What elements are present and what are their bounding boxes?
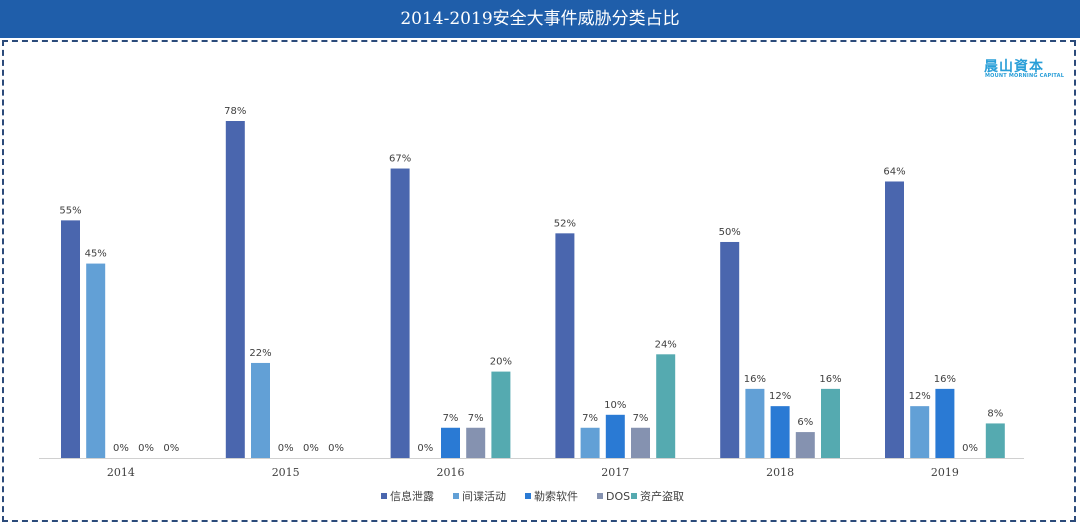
x-tick-label-2018: 2018: [766, 466, 794, 479]
data-label-2018-series-1: 16%: [744, 374, 766, 385]
bar-2018-series-4: [821, 388, 840, 458]
data-label-2014-series-2: 0%: [113, 443, 129, 454]
legend-swatch-0: [381, 493, 387, 499]
bar-2016-series-4: [491, 371, 511, 458]
data-label-2015-series-0: 78%: [224, 106, 246, 117]
bar-2014-series-1: [86, 263, 106, 458]
data-label-2019-series-2: 16%: [934, 374, 956, 385]
data-label-2019-series-1: 12%: [909, 391, 931, 402]
bar-2014-series-0: [61, 220, 80, 458]
data-label-2016-series-1: 0%: [417, 443, 433, 454]
bar-2017-series-0: [555, 233, 575, 458]
data-label-2016-series-2: 7%: [443, 413, 459, 424]
logo-subtitle: MOUNT MORNING CAPITAL: [985, 73, 1065, 79]
data-label-2019-series-4: 8%: [987, 408, 1003, 419]
x-tick-label-2016: 2016: [437, 466, 465, 479]
legend-label-4: 资产盗取: [640, 489, 684, 503]
data-label-2018-series-2: 12%: [769, 391, 791, 402]
data-label-2017-series-4: 24%: [655, 339, 677, 350]
legend-swatch-3: [597, 493, 603, 499]
data-label-2015-series-2: 0%: [278, 443, 294, 454]
legend-swatch-1: [453, 493, 459, 499]
logo-text: 晨山資本: [984, 59, 1044, 75]
x-tick-label-2014: 2014: [107, 466, 135, 479]
page-title: 2014-2019安全大事件威胁分类占比: [0, 0, 1080, 38]
data-label-2016-series-4: 20%: [490, 357, 512, 368]
data-label-2016-series-0: 67%: [389, 154, 411, 165]
data-label-2018-series-4: 16%: [819, 374, 841, 385]
bar-2016-series-2: [441, 427, 460, 458]
bar-2017-series-3: [631, 427, 650, 458]
data-label-2017-series-0: 52%: [554, 218, 576, 229]
data-label-2018-series-0: 50%: [719, 227, 741, 238]
legend-label-0: 信息泄露: [390, 489, 434, 503]
bar-2017-series-1: [580, 427, 600, 458]
legend-swatch-2: [525, 493, 531, 499]
data-label-2015-series-4: 0%: [328, 443, 344, 454]
bar-2019-series-4: [985, 423, 1005, 458]
chart-frame: [2, 40, 1076, 522]
data-label-2017-series-2: 10%: [604, 400, 626, 411]
data-label-2015-series-1: 22%: [249, 348, 271, 359]
bar-2018-series-2: [770, 406, 790, 458]
bar-2017-series-4: [656, 354, 676, 458]
x-tick-label-2017: 2017: [601, 466, 629, 479]
data-label-2015-series-3: 0%: [303, 443, 319, 454]
data-label-2014-series-1: 45%: [85, 249, 107, 260]
data-label-2016-series-3: 7%: [468, 413, 484, 424]
legend-label-1: 间谍活动: [462, 490, 506, 503]
legend-swatch-4: [631, 493, 637, 499]
bar-2018-series-1: [745, 388, 765, 458]
bar-2019-series-1: [910, 406, 930, 458]
bar-2016-series-0: [390, 168, 410, 458]
data-label-2017-series-1: 7%: [582, 413, 598, 424]
x-tick-label-2019: 2019: [931, 466, 959, 479]
brand-logo: 晨山資本 MOUNT MORNING CAPITAL: [984, 56, 1074, 80]
data-label-2017-series-3: 7%: [633, 413, 649, 424]
x-tick-label-2015: 2015: [272, 466, 300, 479]
legend-label-2: 勒索软件: [534, 489, 578, 503]
data-label-2014-series-0: 55%: [59, 205, 81, 216]
data-label-2014-series-4: 0%: [163, 443, 179, 454]
data-label-2018-series-3: 6%: [797, 417, 813, 428]
data-label-2019-series-0: 64%: [883, 166, 905, 177]
data-label-2014-series-3: 0%: [138, 443, 154, 454]
bar-2019-series-0: [885, 181, 904, 458]
bar-2018-series-3: [795, 432, 815, 458]
bar-2019-series-2: [935, 388, 955, 458]
bar-2017-series-2: [605, 414, 625, 458]
bar-2018-series-0: [720, 241, 740, 458]
data-label-2019-series-3: 0%: [962, 443, 978, 454]
legend-label-3: DOS: [606, 490, 630, 503]
bar-2016-series-3: [466, 427, 486, 458]
bar-2015-series-1: [251, 362, 270, 458]
bar-2015-series-0: [225, 121, 245, 458]
